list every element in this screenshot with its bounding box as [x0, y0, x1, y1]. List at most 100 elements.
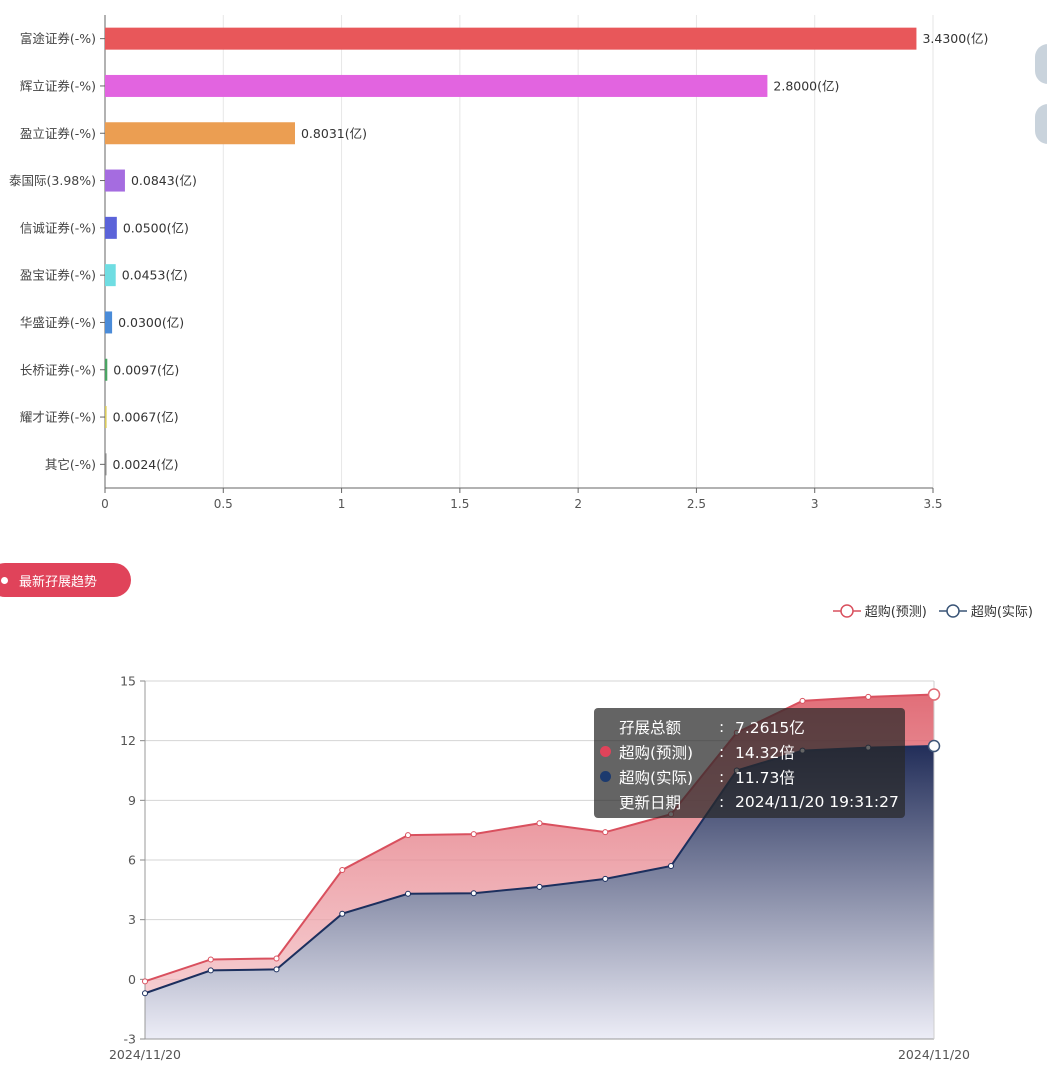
data-label: 0.0067(亿): [113, 410, 179, 425]
legend-item-actual[interactable]: 超购(实际): [938, 601, 1033, 620]
bar: [105, 216, 117, 239]
tooltip-value: 14.32倍: [735, 743, 795, 762]
data-point: [536, 820, 543, 827]
data-point: [536, 883, 543, 890]
bar-chart: 0 0.5 1 1.5 2 2.5 3 3.5 富途证券(-%) 3.4300(亿) 辉立证券(-%…: [9, 15, 988, 511]
y-tick-label: 6: [128, 853, 136, 868]
chart-tooltip: 孖展总额 : 7.2615亿 超购(预测) : 14.32倍 超购(实际) : …: [594, 708, 905, 818]
tooltip-row: 超购(实际) : 11.73倍: [594, 764, 905, 789]
data-point: [927, 688, 941, 701]
data-point: [602, 829, 609, 836]
data-point: [470, 890, 477, 897]
tooltip-separator: :: [719, 792, 725, 811]
legend-marker-icon: [938, 603, 967, 618]
y-tick-label: 12: [120, 733, 136, 748]
x-tick-label: 1.5: [450, 497, 469, 511]
x-tick-label: 2.5: [687, 497, 706, 511]
bullet-icon: [1, 576, 8, 584]
y-tick-label: 富途证券(-%): [20, 31, 96, 46]
x-tick-label: 2024/11/20: [898, 1047, 970, 1062]
data-label: 2.8000(亿): [773, 78, 839, 93]
legend-label: 超购(预测): [864, 605, 927, 620]
x-tick-label: 0.5: [214, 497, 233, 511]
y-tick-label: 泰国际(3.98%): [9, 173, 96, 188]
y-tick-label: 耀才证券(-%): [20, 410, 96, 425]
chart-legend: 超购(预测) 超购(实际): [821, 601, 1033, 620]
legend-item-predicted[interactable]: 超购(预测): [832, 601, 927, 620]
bar: [105, 122, 295, 145]
y-tick-label: 其它(-%): [45, 457, 96, 472]
y-tick-label: 盈立证券(-%): [20, 126, 96, 141]
line-chart: -3 0 3 6 9 12 15 2024/11/20 2024/11/20: [109, 674, 970, 1063]
legend-label: 超购(实际): [970, 605, 1033, 620]
data-point: [799, 697, 806, 704]
x-tick-label: 2024/11/20: [109, 1047, 181, 1062]
data-label: 0.0024(亿): [113, 457, 179, 472]
section-title-pill: 最新孖展趋势: [0, 563, 131, 597]
data-point: [602, 875, 609, 882]
x-tick-label: 3: [811, 497, 819, 511]
data-point: [142, 990, 148, 997]
bar: [105, 264, 116, 287]
tooltip-separator: :: [719, 717, 725, 736]
side-scroll-button[interactable]: [1035, 104, 1047, 144]
bar: [105, 27, 917, 50]
x-tick-label: 3.5: [923, 497, 942, 511]
legend-marker-icon: [832, 603, 861, 618]
tooltip-row: 更新日期 : 2024/11/20 19:31:27: [594, 789, 905, 814]
x-tick-label: 1: [338, 497, 346, 511]
area-actual: [145, 746, 934, 1039]
y-tick-label: 0: [128, 972, 136, 987]
y-tick-label: 15: [120, 674, 136, 689]
data-point: [405, 832, 411, 839]
tooltip-label: 超购(预测): [619, 743, 694, 762]
bar: [105, 358, 108, 381]
y-tick-label: 3: [128, 912, 136, 927]
tooltip-row: 超购(预测) : 14.32倍: [594, 739, 905, 764]
data-label: 0.0843(亿): [131, 173, 197, 188]
data-point: [207, 967, 214, 974]
data-label: 0.0300(亿): [118, 315, 184, 330]
tooltip-value: 2024/11/20 19:31:27: [735, 792, 899, 811]
tooltip-marker: [600, 746, 611, 757]
data-label: 0.0500(亿): [123, 220, 189, 235]
data-point: [273, 955, 280, 962]
data-point: [405, 890, 411, 897]
data-point: [207, 956, 214, 963]
data-label: 0.8031(亿): [301, 126, 367, 141]
tooltip-marker: [600, 796, 611, 807]
x-tick-label: 0: [101, 497, 109, 511]
tooltip-marker: [600, 771, 611, 782]
x-tick-label: 2: [574, 497, 582, 511]
bar: [105, 453, 107, 476]
y-tick-label: 长桥证券(-%): [20, 362, 96, 377]
tooltip-separator: :: [719, 767, 725, 786]
tooltip-row: 孖展总额 : 7.2615亿: [594, 714, 905, 739]
data-point: [927, 739, 941, 753]
tooltip-separator: :: [719, 742, 725, 761]
tooltip-value: 11.73倍: [735, 768, 795, 787]
tooltip-value: 7.2615亿: [735, 718, 805, 737]
data-label: 3.4300(亿): [922, 31, 988, 46]
tooltip-label: 更新日期: [619, 793, 682, 812]
data-point: [668, 862, 674, 869]
data-point: [273, 966, 280, 973]
bar: [105, 311, 113, 334]
data-point: [142, 978, 148, 985]
tooltip-marker: [600, 721, 611, 732]
data-point: [470, 831, 477, 838]
tooltip-label: 超购(实际): [619, 768, 694, 787]
bar: [105, 169, 125, 192]
y-tick-label: 辉立证券(-%): [20, 78, 96, 93]
data-point: [339, 910, 346, 917]
section-title: 最新孖展趋势: [19, 574, 98, 590]
y-tick-label: 盈宝证券(-%): [20, 268, 96, 283]
tooltip-label: 孖展总额: [619, 718, 682, 737]
data-point: [865, 693, 872, 700]
data-label: 0.0453(亿): [122, 268, 188, 283]
data-point: [339, 866, 346, 873]
y-tick-label: -3: [124, 1032, 136, 1047]
y-tick-label: 信诚证券(-%): [20, 220, 96, 235]
side-scroll-button[interactable]: [1035, 44, 1047, 84]
y-tick-label: 华盛证券(-%): [20, 315, 96, 330]
